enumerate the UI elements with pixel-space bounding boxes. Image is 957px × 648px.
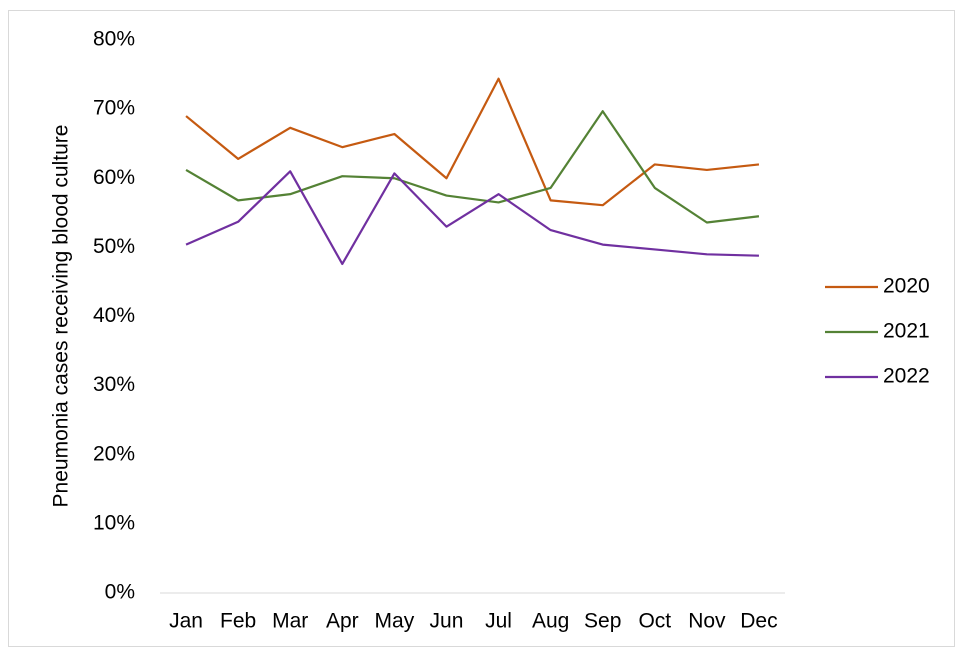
x-tick-label: Jun [430, 610, 464, 633]
y-tick-label: 40% [93, 304, 135, 327]
x-tick-label: Jan [169, 610, 203, 633]
y-tick-label: 60% [93, 166, 135, 189]
x-tick-label: Feb [220, 610, 256, 633]
x-tick-label: Dec [740, 610, 777, 633]
series-line [185, 110, 760, 224]
legend-label: 2022 [883, 365, 930, 388]
y-tick-label: 30% [93, 373, 135, 396]
x-tick-label: Sep [584, 610, 621, 633]
y-axis-title: Pneumonia cases receiving blood culture [50, 125, 73, 508]
y-tick-label: 20% [93, 442, 135, 465]
chart-border [8, 10, 955, 647]
x-tick-label: May [375, 610, 415, 633]
x-tick-label: Apr [326, 610, 359, 633]
x-tick-label: Mar [272, 610, 308, 633]
x-tick-label: Oct [638, 610, 671, 633]
y-tick-label: 70% [93, 97, 135, 120]
y-tick-label: 80% [93, 28, 135, 51]
legend-label: 2020 [883, 275, 930, 298]
series-line [185, 77, 760, 207]
y-tick-label: 50% [93, 235, 135, 258]
y-tick-label: 10% [93, 511, 135, 534]
y-tick-label: 0% [105, 581, 135, 604]
legend-label: 2021 [883, 320, 930, 343]
series-line [185, 170, 759, 266]
x-tick-label: Jul [485, 610, 512, 633]
x-tick-label: Aug [532, 610, 569, 633]
x-tick-label: Nov [688, 610, 726, 633]
